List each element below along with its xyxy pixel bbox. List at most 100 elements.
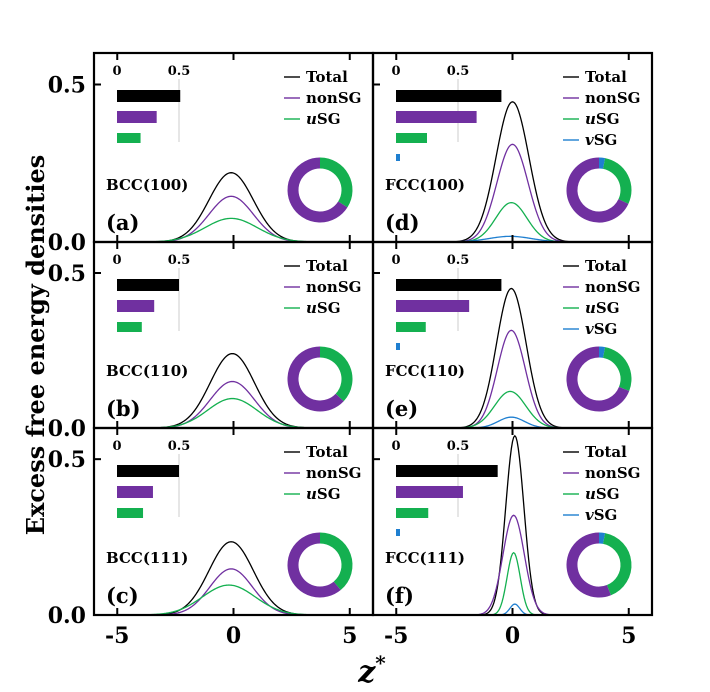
structure-label: BCC(100): [106, 176, 188, 194]
inset-tick-label: 0.5: [168, 439, 191, 454]
inset-bar-Total: [396, 90, 502, 102]
inset-bar-uSG: [117, 508, 144, 518]
legend-prefix: u: [585, 299, 596, 317]
legend-text: nonSG: [306, 278, 361, 296]
structure-label: FCC(111): [385, 549, 465, 567]
donut-slice-nonSG: [287, 346, 344, 412]
x-tick-label: -5: [384, 623, 408, 649]
legend-text: SG: [317, 299, 341, 317]
inset-bar-nonSG: [396, 111, 477, 123]
inset-bar-Total: [117, 465, 179, 477]
legend-prefix: u: [585, 110, 596, 128]
legend-label-nonSG: nonSG: [585, 89, 640, 107]
legend-prefix: u: [585, 485, 596, 503]
inset-tick-label: 0.5: [168, 64, 191, 79]
donut-slice-nonSG: [566, 346, 630, 412]
legend-text: SG: [596, 299, 620, 317]
inset-tick-label: 0: [112, 64, 121, 79]
y-tick-label: 0.0: [48, 603, 86, 629]
legend-label-uSG: uSG: [585, 299, 620, 317]
inset-bar-nonSG: [396, 486, 463, 498]
legend-text: Total: [585, 68, 627, 86]
donut-slice-uSG: [319, 532, 353, 591]
structure-label: FCC(110): [385, 362, 465, 380]
panel-tag: (d): [385, 210, 420, 235]
structure-label: BCC(110): [106, 362, 188, 380]
y-tick-label: 0.5: [48, 261, 86, 287]
legend-label-uSG: uSG: [306, 485, 341, 503]
panel-c: -5 0 5 0.0 0.5 0 0.5 Total nonSG uSG BCC(111) (c): [48, 426, 375, 649]
inset-bar-Total: [396, 465, 498, 477]
inset-bar-uSG: [396, 322, 426, 332]
x-axis-label-sup: *: [375, 651, 386, 675]
legend-text: nonSG: [585, 278, 640, 296]
x-tick-label: 0: [505, 623, 520, 649]
legend-prefix: v: [585, 320, 594, 338]
inset-bar-nonSG: [117, 111, 157, 123]
inset-bar-nonSG: [117, 486, 153, 498]
legend-text: nonSG: [585, 464, 640, 482]
inset-bar-vSG: [396, 154, 400, 161]
legend-label-vSG: vSG: [585, 506, 617, 524]
inset-bar-nonSG: [117, 300, 155, 312]
legend-label-Total: Total: [585, 68, 627, 86]
x-axis-label-main: z: [357, 655, 376, 690]
y-tick-label: 0.5: [48, 447, 86, 473]
legend-label-nonSG: nonSG: [306, 89, 361, 107]
structure-label: BCC(111): [106, 549, 188, 567]
panel-tag: (e): [385, 396, 418, 421]
legend-prefix: u: [306, 110, 317, 128]
inset-bar-nonSG: [396, 300, 470, 312]
legend-text: nonSG: [306, 464, 361, 482]
donut-slice-uSG: [319, 346, 353, 402]
legend-text: SG: [594, 320, 618, 338]
legend-label-Total: Total: [306, 257, 348, 275]
inset-bar-uSG: [396, 508, 429, 518]
donut-slice-uSG: [602, 533, 632, 596]
inset-bar-vSG: [396, 343, 400, 350]
legend-label-nonSG: nonSG: [585, 464, 640, 482]
inset-tick-label: 0: [391, 439, 400, 454]
x-tick-label: 5: [621, 623, 636, 649]
legend-label-uSG: uSG: [306, 110, 341, 128]
legend-label-uSG: uSG: [306, 299, 341, 317]
inset-tick-label: 0: [391, 253, 400, 268]
y-tick-label: 0.0: [48, 230, 86, 256]
legend-label-uSG: uSG: [585, 485, 620, 503]
x-tick-label: 0: [226, 623, 241, 649]
y-tick-label: 0.0: [48, 416, 86, 442]
donut-slice-uSG: [602, 347, 632, 391]
legend-prefix: v: [585, 506, 594, 524]
panel-a: 0.0 0.5 0 0.5 Total nonSG uSG BCC(100) (a): [48, 51, 375, 256]
donut-slice-uSG: [319, 157, 353, 208]
legend-label-uSG: uSG: [585, 110, 620, 128]
legend-text: SG: [594, 506, 618, 524]
donut-slice-nonSG: [566, 157, 629, 223]
legend-label-vSG: vSG: [585, 131, 617, 149]
inset-bar-Total: [117, 90, 181, 102]
inset-bar-uSG: [117, 133, 141, 143]
inset-tick-label: 0.5: [447, 64, 470, 79]
y-tick-label: 0.5: [48, 73, 86, 99]
legend-text: SG: [317, 110, 341, 128]
panel-tag: (c): [106, 583, 139, 608]
panel-tag: (a): [106, 210, 139, 235]
y-axis-label: Excess free energy densities: [21, 155, 50, 536]
panel-b: 0.0 0.5 0 0.5 Total nonSG uSG BCC(110) (b): [48, 240, 375, 442]
x-axis-label: z*: [357, 651, 386, 690]
inset-tick-label: 0: [112, 439, 121, 454]
legend-label-Total: Total: [306, 68, 348, 86]
panel-tag: (f): [385, 583, 414, 608]
legend-label-Total: Total: [585, 257, 627, 275]
legend-label-nonSG: nonSG: [306, 464, 361, 482]
legend-label-nonSG: nonSG: [306, 278, 361, 296]
inset-bar-uSG: [117, 322, 142, 332]
legend-label-nonSG: nonSG: [585, 278, 640, 296]
inset-tick-label: 0.5: [447, 253, 470, 268]
legend-text: Total: [306, 68, 348, 86]
inset-bar-vSG: [396, 529, 400, 536]
donut-slice-uSG: [602, 158, 632, 204]
legend-text: Total: [585, 443, 627, 461]
